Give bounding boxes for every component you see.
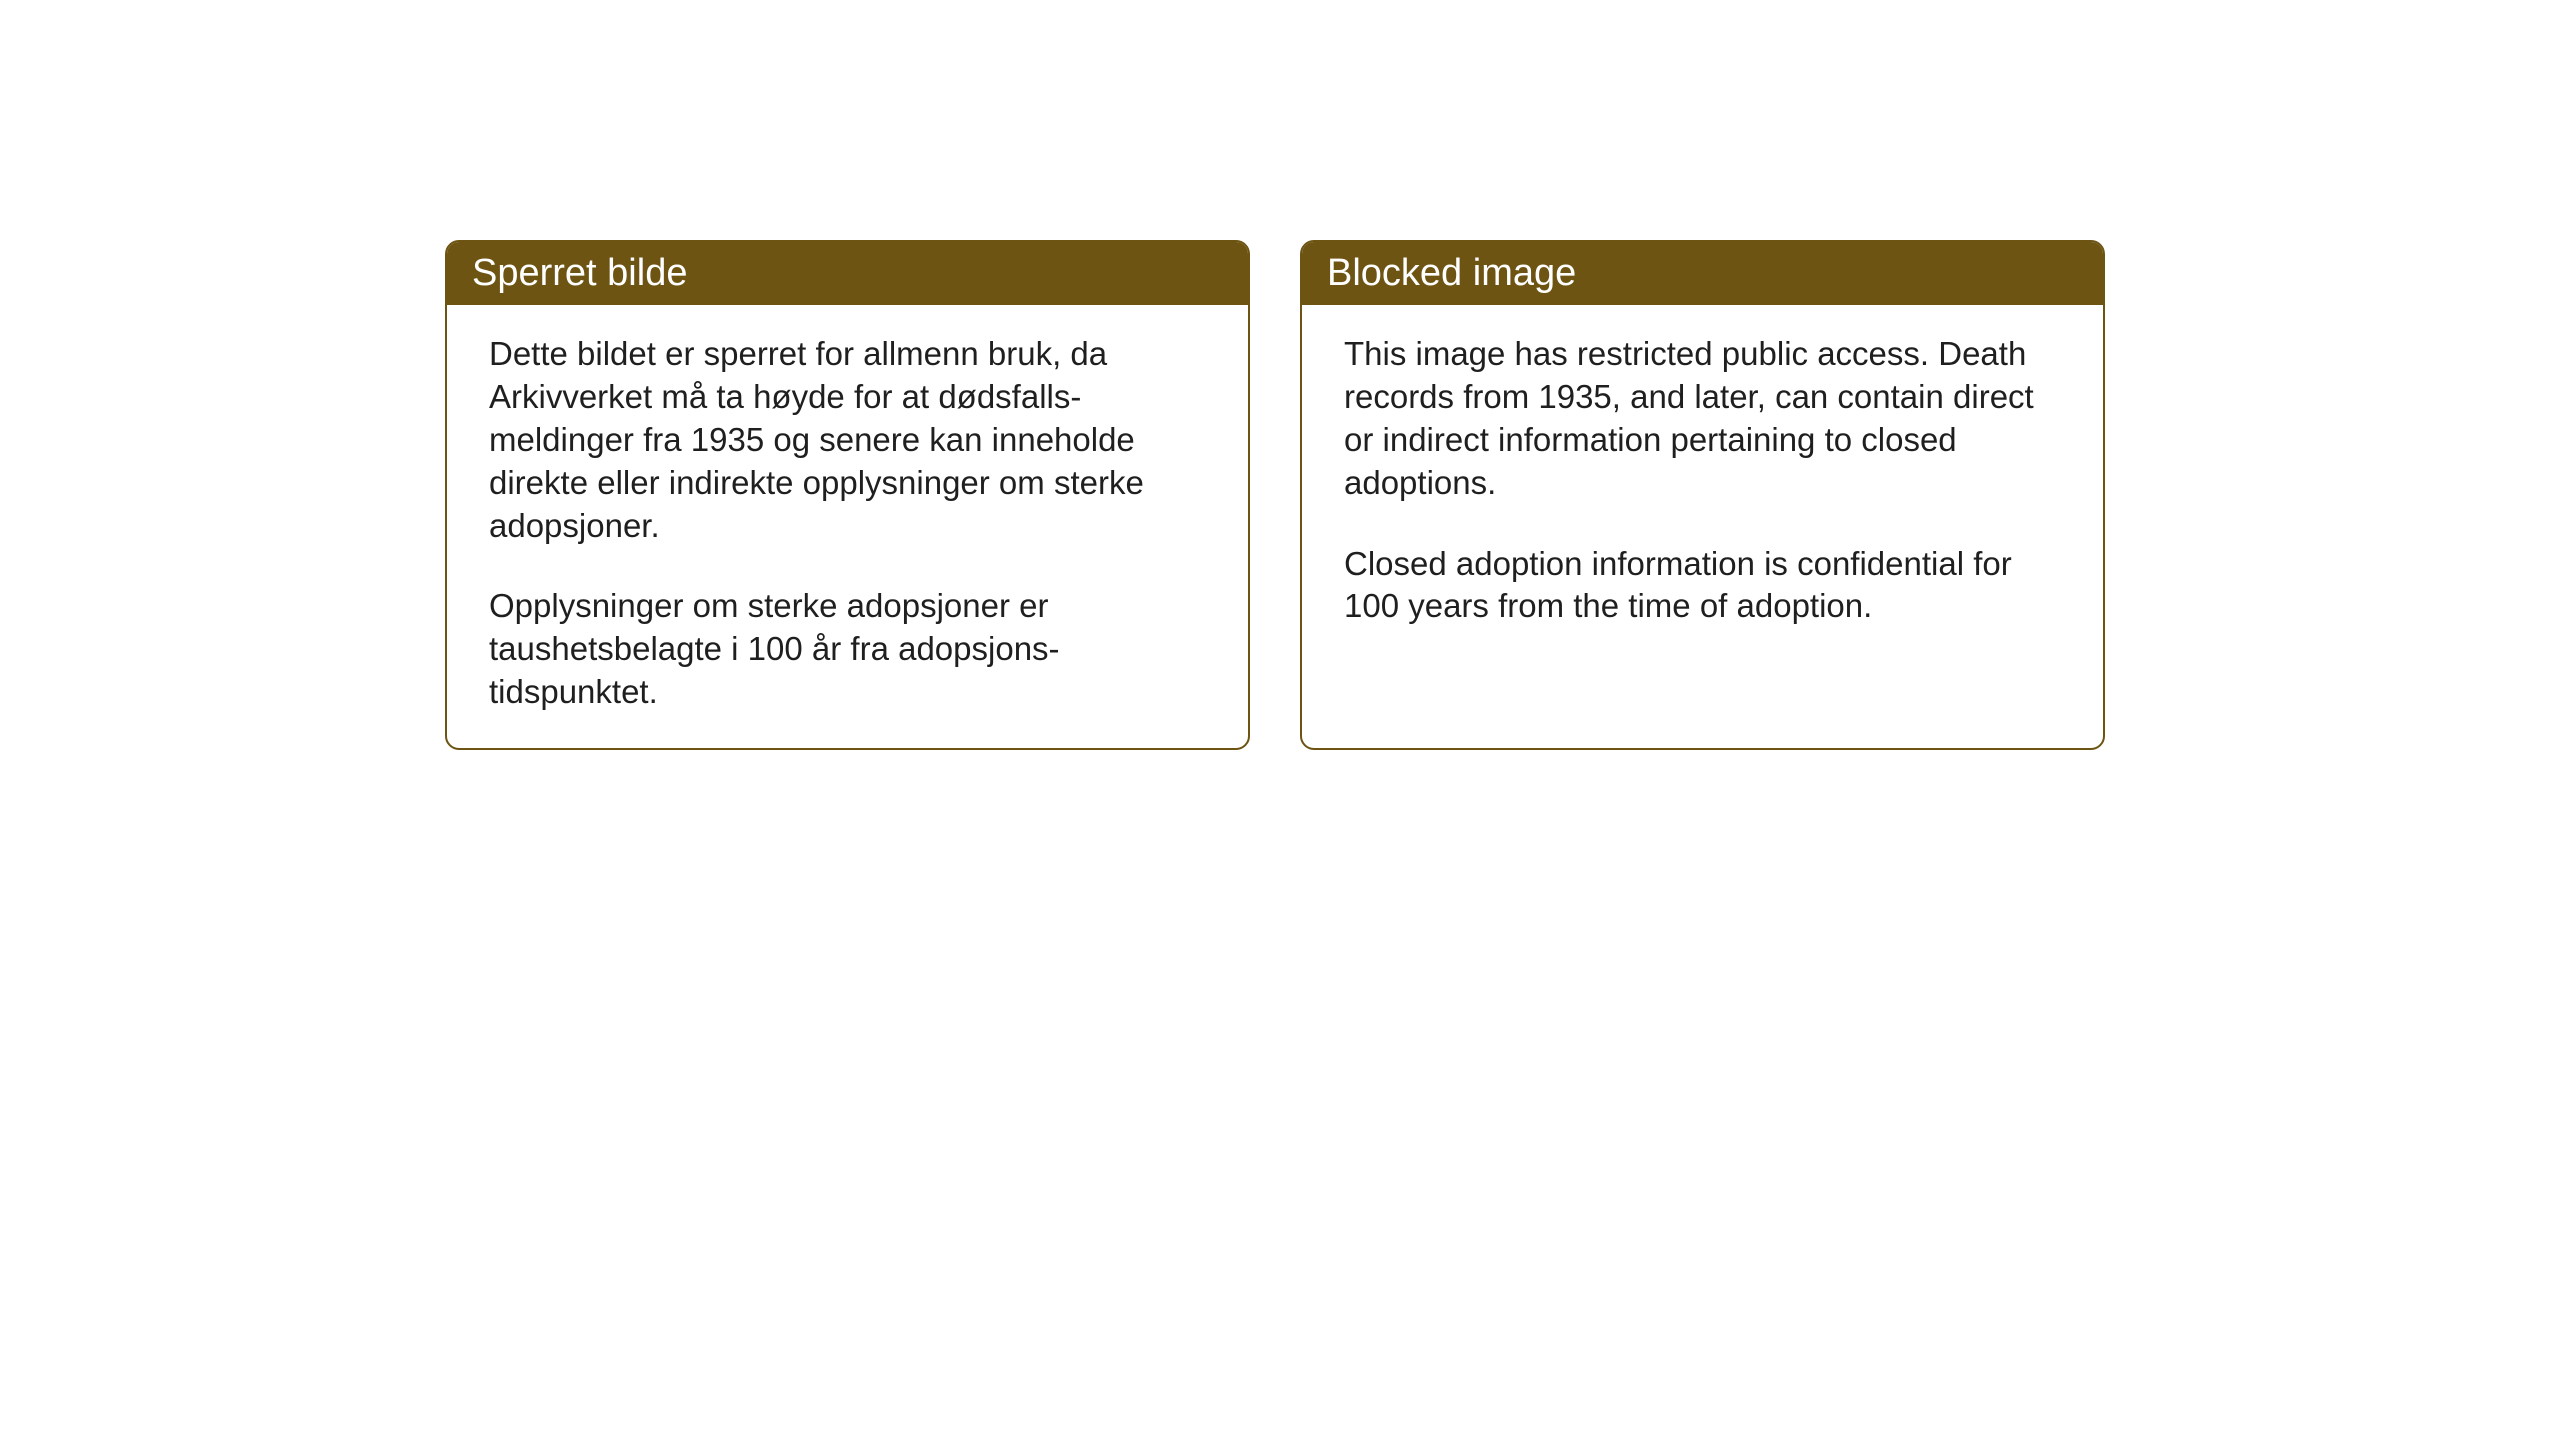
card-paragraph-2-norwegian: Opplysninger om sterke adopsjoner er tau… [489,585,1206,714]
card-header-english: Blocked image [1302,242,2103,305]
card-body-english: This image has restricted public access.… [1302,305,2103,656]
card-paragraph-1-english: This image has restricted public access.… [1344,333,2061,505]
card-body-norwegian: Dette bildet er sperret for allmenn bruk… [447,305,1248,742]
card-paragraph-2-english: Closed adoption information is confident… [1344,543,2061,629]
card-header-norwegian: Sperret bilde [447,242,1248,305]
notice-card-english: Blocked image This image has restricted … [1300,240,2105,750]
card-title-english: Blocked image [1327,252,1576,294]
notice-container: Sperret bilde Dette bildet er sperret fo… [445,240,2105,750]
card-paragraph-1-norwegian: Dette bildet er sperret for allmenn bruk… [489,333,1206,547]
card-title-norwegian: Sperret bilde [472,252,687,294]
notice-card-norwegian: Sperret bilde Dette bildet er sperret fo… [445,240,1250,750]
